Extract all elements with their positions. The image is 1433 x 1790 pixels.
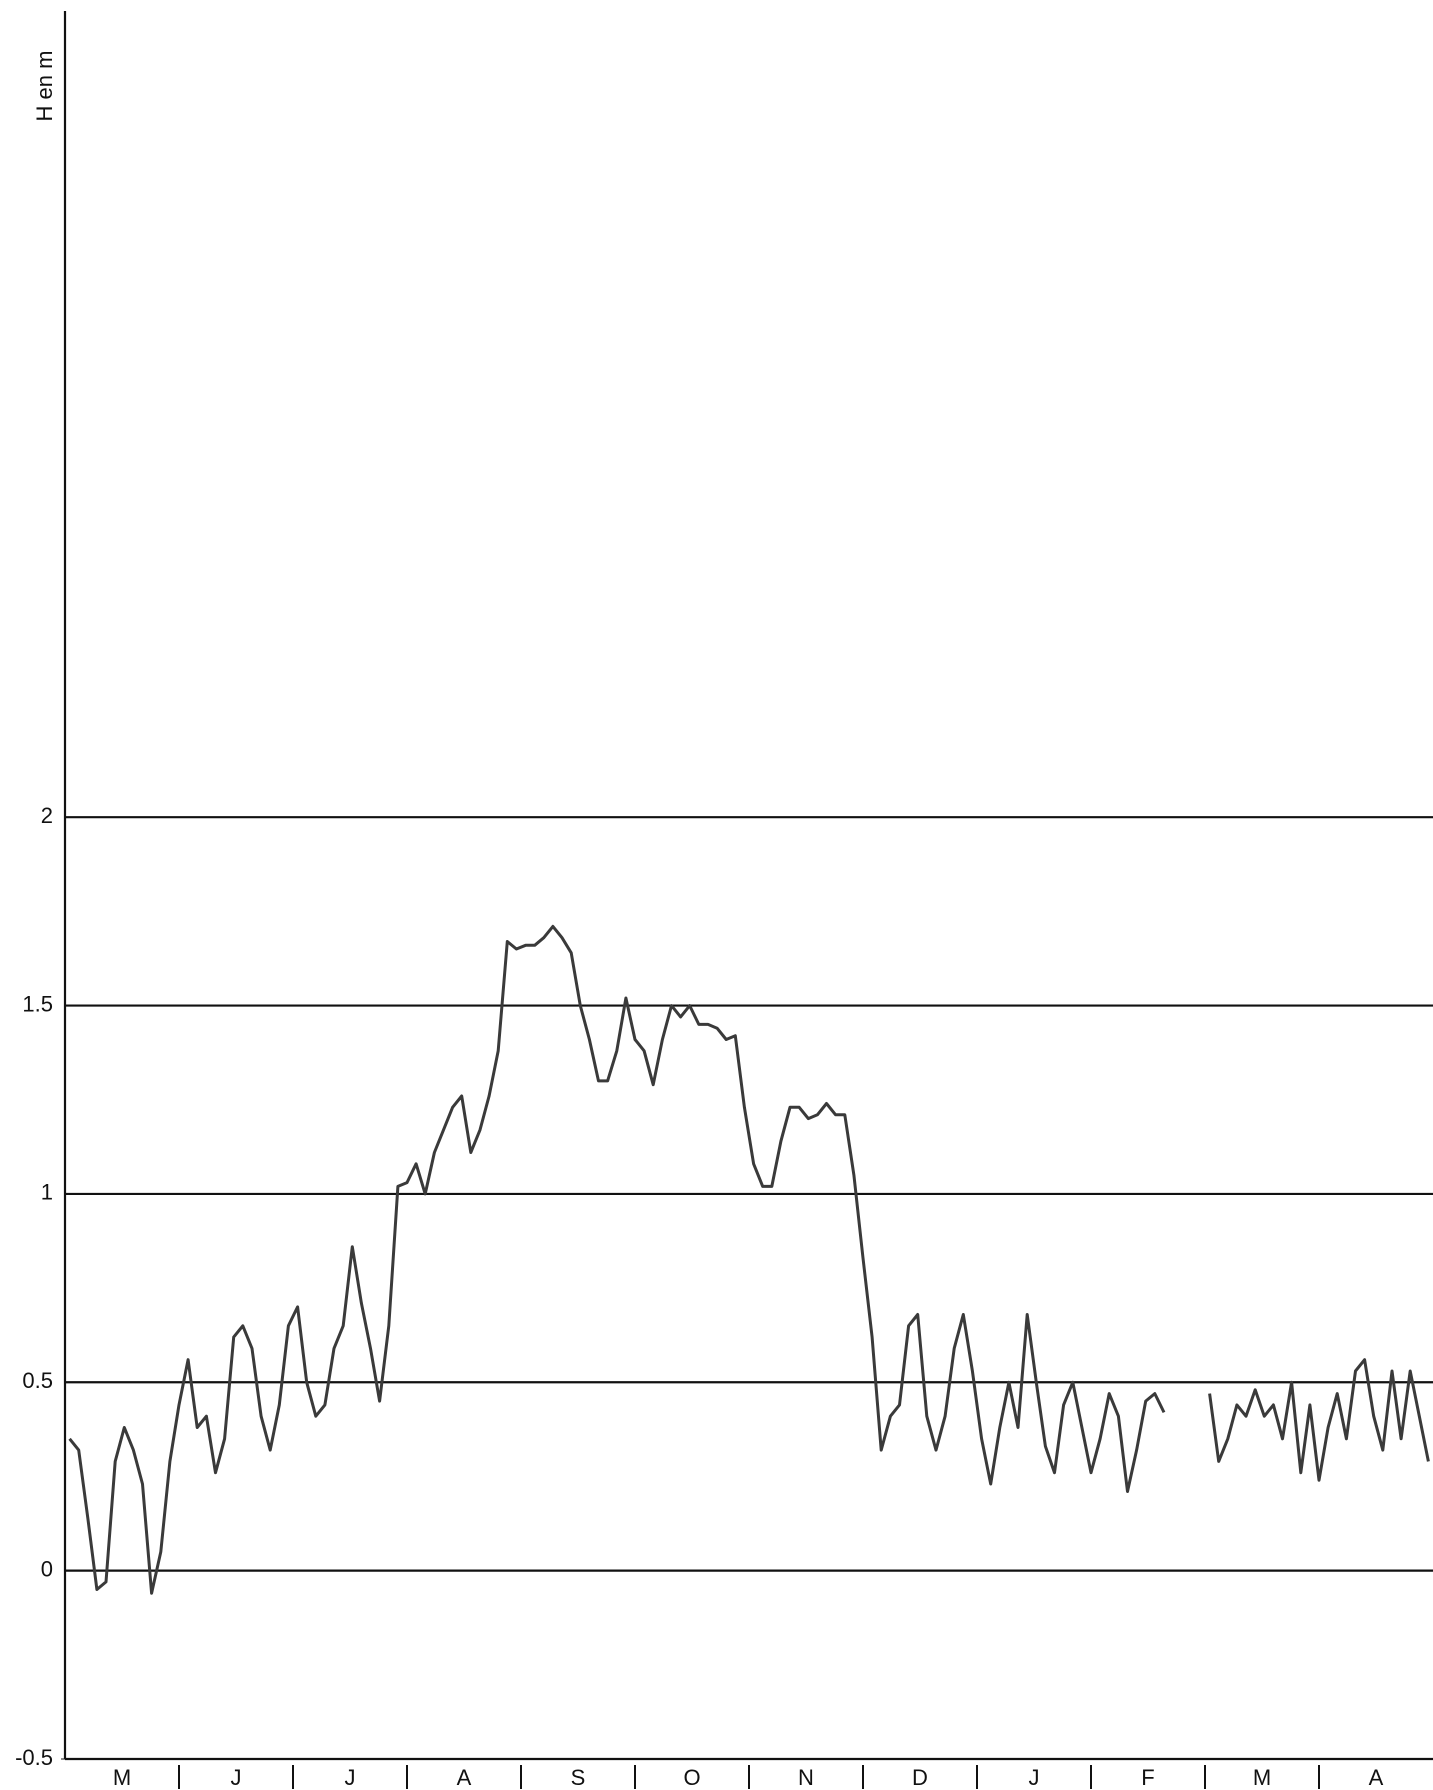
y-axis-label: H en m xyxy=(32,51,57,122)
x-tick-label: D xyxy=(912,1765,928,1790)
x-tick-label: M xyxy=(1253,1765,1271,1790)
x-tick-label: N xyxy=(798,1765,814,1790)
x-tick-label: A xyxy=(457,1765,472,1790)
x-tick-label: M xyxy=(113,1765,131,1790)
y-tick-label: 1.5 xyxy=(22,991,53,1016)
x-tick-label: F xyxy=(1141,1765,1154,1790)
y-tick-label: 2 xyxy=(41,803,53,828)
x-tick-label: J xyxy=(345,1765,356,1790)
x-tick-label: J xyxy=(1029,1765,1040,1790)
y-tick-label: 0.5 xyxy=(22,1368,53,1393)
x-tick-label: A xyxy=(1369,1765,1384,1790)
x-tick-label: O xyxy=(683,1765,700,1790)
y-tick-label: 1 xyxy=(41,1180,53,1205)
y-tick-label: -0.5 xyxy=(15,1745,53,1770)
x-tick-label: S xyxy=(571,1765,586,1790)
data-line xyxy=(68,924,1430,1595)
x-tick-label: J xyxy=(231,1765,242,1790)
y-tick-label: 0 xyxy=(41,1556,53,1581)
